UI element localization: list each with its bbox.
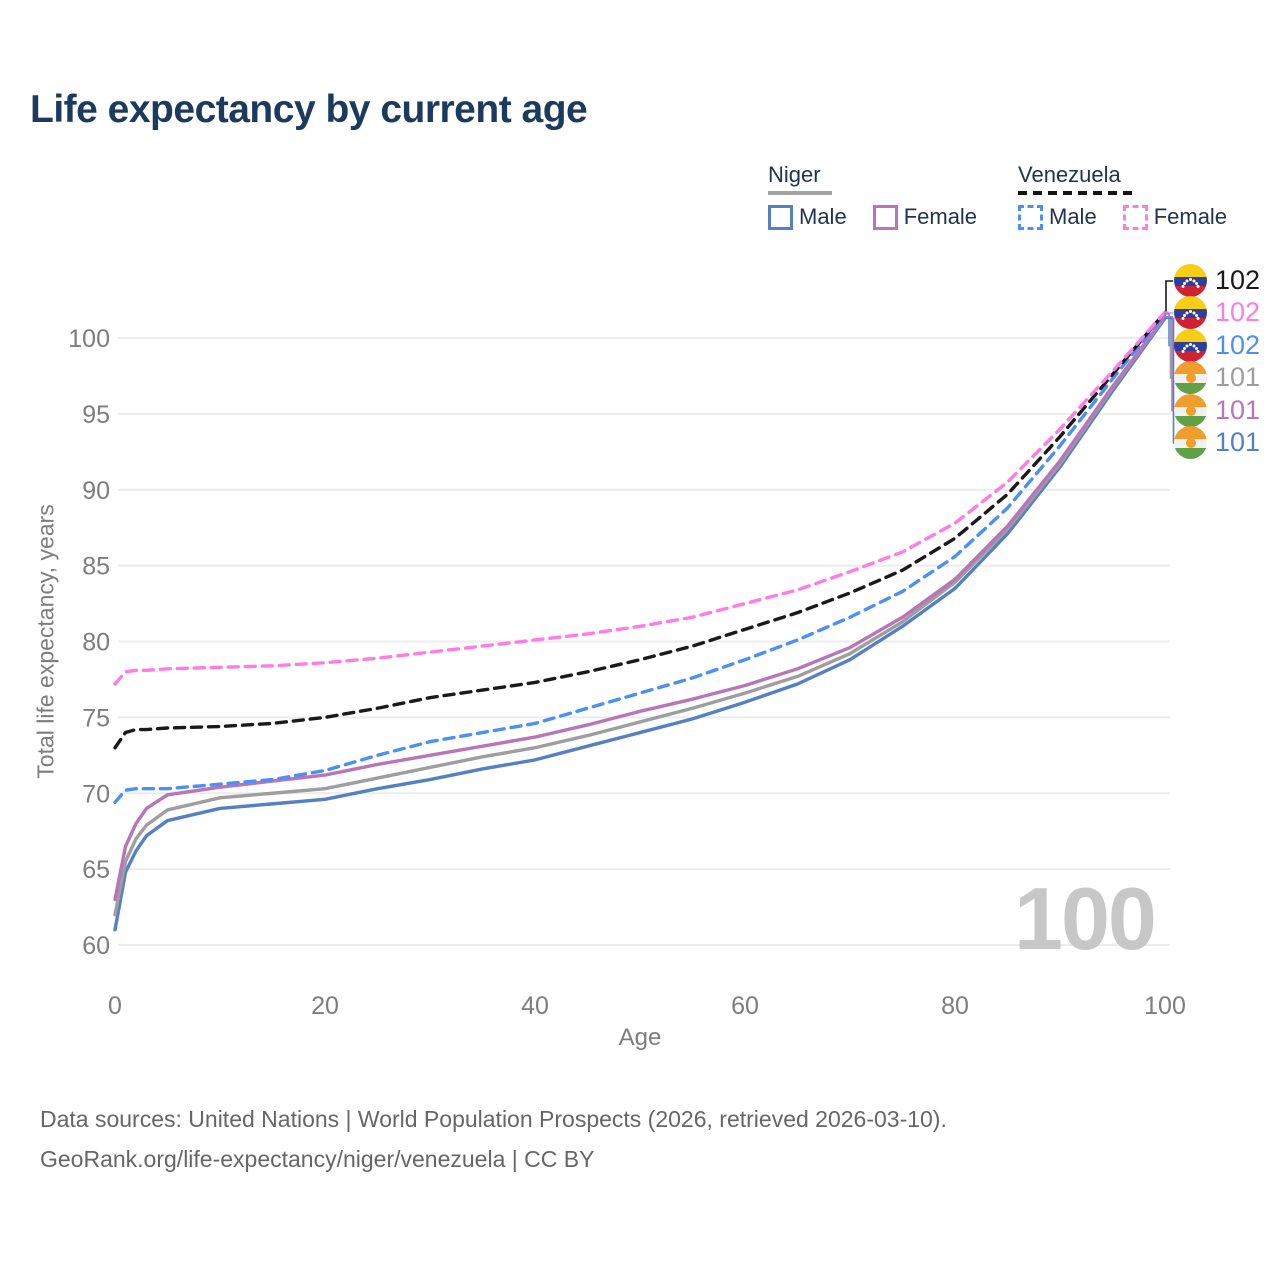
end-value: 102 bbox=[1215, 330, 1261, 360]
end-value: 101 bbox=[1215, 362, 1261, 392]
svg-text:80: 80 bbox=[941, 992, 969, 1020]
svg-text:90: 90 bbox=[82, 477, 110, 505]
venezuela-flag-icon bbox=[1174, 296, 1207, 329]
svg-text:70: 70 bbox=[82, 780, 110, 808]
legend-item-label: Male bbox=[799, 204, 847, 229]
legend-underline-venezuela-dashed bbox=[1018, 191, 1138, 195]
end-value: 102 bbox=[1215, 265, 1261, 295]
legend-item-venezuela-male: Male bbox=[1018, 204, 1097, 230]
venezuela-flag-icon bbox=[1174, 329, 1207, 362]
svg-text:40: 40 bbox=[521, 992, 549, 1020]
x-axis-label: Age bbox=[618, 1024, 662, 1051]
legend-country-niger: Niger bbox=[768, 162, 821, 187]
niger-flag-icon bbox=[1174, 361, 1207, 394]
svg-text:20: 20 bbox=[311, 992, 339, 1020]
end-label-row: 102 bbox=[1174, 264, 1260, 297]
venezuela-female-swatch-icon bbox=[1122, 204, 1148, 230]
attribution-text: GeoRank.org/life-expectancy/niger/venezu… bbox=[40, 1146, 595, 1172]
legend-item-label: Female bbox=[1153, 204, 1228, 229]
legend-group-venezuela: Venezuela Male Female bbox=[1018, 162, 1227, 230]
age-watermark: 100 bbox=[1014, 869, 1157, 968]
svg-text:85: 85 bbox=[82, 553, 110, 581]
end-label-row: 101 bbox=[1174, 394, 1260, 427]
svg-text:75: 75 bbox=[82, 704, 110, 732]
end-value: 101 bbox=[1215, 395, 1261, 425]
niger-male-swatch-icon bbox=[768, 204, 793, 230]
page-title: Life expectancy by current age bbox=[30, 88, 588, 131]
venezuela-male-swatch-icon bbox=[1018, 204, 1043, 230]
legend-item-label: Female bbox=[903, 204, 978, 229]
legend-item-niger-female: Female bbox=[872, 204, 978, 230]
legend-item-label: Male bbox=[1049, 204, 1097, 229]
svg-text:65: 65 bbox=[82, 856, 110, 884]
venezuela-flag-icon bbox=[1174, 264, 1207, 297]
niger-female-swatch-icon bbox=[872, 204, 898, 230]
svg-text:60: 60 bbox=[82, 932, 110, 960]
niger-flag-icon bbox=[1174, 426, 1207, 459]
legend-item-niger-male: Male bbox=[768, 204, 847, 230]
end-label-row: 101 bbox=[1174, 361, 1260, 394]
svg-text:100: 100 bbox=[1144, 992, 1186, 1020]
svg-text:60: 60 bbox=[731, 992, 759, 1020]
end-value: 101 bbox=[1215, 427, 1261, 457]
svg-text:100: 100 bbox=[68, 325, 110, 353]
end-label-row: 101 bbox=[1174, 426, 1260, 459]
legend-group-niger: Niger Male Female bbox=[768, 162, 977, 230]
svg-text:80: 80 bbox=[82, 629, 110, 657]
niger-flag-icon bbox=[1174, 394, 1207, 427]
legend-underline-niger-solid bbox=[768, 191, 832, 195]
end-label-row: 102 bbox=[1174, 329, 1260, 362]
svg-text:95: 95 bbox=[82, 401, 110, 429]
legend-country-venezuela: Venezuela bbox=[1018, 162, 1121, 187]
y-axis-label: Total life expectancy, years bbox=[32, 504, 59, 779]
end-value: 102 bbox=[1215, 297, 1261, 327]
end-label-row: 102 bbox=[1174, 296, 1260, 329]
svg-text:0: 0 bbox=[108, 992, 122, 1020]
data-sources-text: Data sources: United Nations | World Pop… bbox=[40, 1106, 947, 1132]
legend-item-venezuela-female: Female bbox=[1122, 204, 1228, 230]
